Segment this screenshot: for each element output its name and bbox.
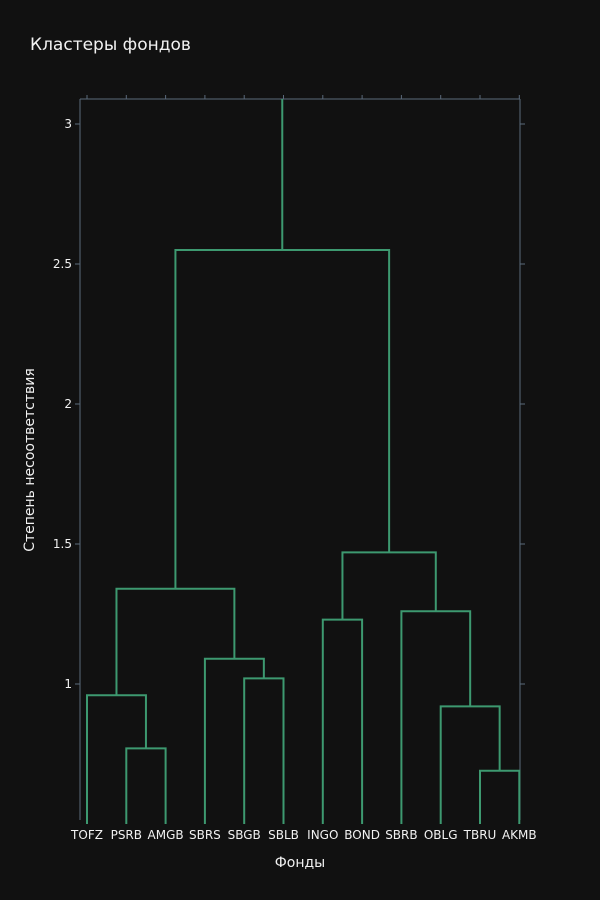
x-tick-label: SBLB xyxy=(268,828,299,842)
dendrogram-link xyxy=(243,677,285,824)
plot-frame xyxy=(79,98,521,820)
dendrogram-link xyxy=(203,657,265,824)
x-axis-title: Фонды xyxy=(275,855,326,871)
dendrogram-link xyxy=(439,705,501,824)
dendrogram-link xyxy=(479,769,521,824)
dendrogram-link xyxy=(400,610,472,824)
x-tick-label: PSRB xyxy=(111,828,142,842)
dendrogram-link xyxy=(321,618,364,824)
x-tick-label: OBLG xyxy=(424,828,458,842)
dendrogram-links xyxy=(86,99,521,824)
dendrogram-link xyxy=(174,249,391,589)
x-tick-label: SBRS xyxy=(189,828,221,842)
x-tick-label: TOFZ xyxy=(70,828,103,842)
x-tick-label: TBRU xyxy=(463,828,497,842)
dendrogram-link xyxy=(86,694,147,824)
x-tick-label: BOND xyxy=(344,828,380,842)
y-axis-ticks: 1 1.5 2 2.5 3 xyxy=(53,117,525,691)
x-tick-label: AKMB xyxy=(502,828,537,842)
dendrogram-link xyxy=(341,551,437,620)
dendrogram-link xyxy=(125,747,167,824)
x-tick-label: INGO xyxy=(307,828,338,842)
x-tick-label: AMGB xyxy=(148,828,184,842)
y-tick-label: 3 xyxy=(64,117,72,131)
y-tick-label: 2.5 xyxy=(53,257,72,271)
y-tick-label: 2 xyxy=(64,397,72,411)
x-tick-label: SBRB xyxy=(385,828,417,842)
dendrogram-link xyxy=(115,587,236,696)
y-tick-label: 1 xyxy=(64,677,72,691)
tick-marks xyxy=(86,95,520,99)
y-axis-title: Степень несоответствия xyxy=(22,368,38,552)
x-tick-label: SBGB xyxy=(228,828,261,842)
x-axis-ticks: TOFZ PSRB AMGB SBRS SBGB SBLB INGO BOND SBRB OBLG… xyxy=(70,828,537,842)
y-tick-label: 1.5 xyxy=(53,537,72,551)
chart-title: Кластеры фондов xyxy=(30,35,191,55)
